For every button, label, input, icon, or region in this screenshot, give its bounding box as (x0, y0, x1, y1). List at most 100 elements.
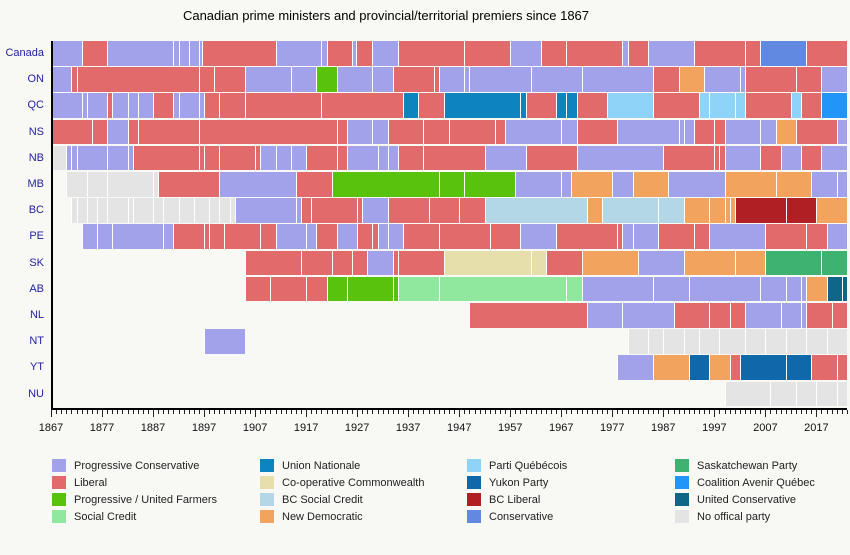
x-tick (500, 409, 502, 414)
segment-none (193, 198, 210, 223)
chart-row-pe: PE (0, 224, 847, 250)
x-tick (693, 409, 695, 414)
segment-none (209, 198, 220, 223)
x-tick (729, 409, 731, 414)
segment-lib (316, 224, 337, 250)
legend-swatch-con (467, 510, 481, 523)
x-tick (755, 409, 757, 414)
segment-lib (653, 93, 700, 118)
segment-pc (801, 303, 807, 328)
segment-pc (836, 172, 847, 197)
x-tick-label: 1887 (140, 421, 166, 434)
row-label: MB (27, 178, 45, 191)
x-tick (188, 409, 190, 414)
segment-yukon (739, 355, 786, 381)
segment-pc (275, 41, 322, 66)
x-tick (709, 409, 711, 414)
row-track (51, 381, 847, 407)
segment-lib (214, 67, 245, 92)
x-tick (244, 409, 246, 414)
x-tick (668, 409, 670, 414)
segment-lib (127, 119, 138, 145)
row-track (51, 67, 847, 92)
x-tick (321, 409, 323, 414)
x-tick-label: 1907 (242, 421, 268, 434)
legend-swatch-pq (467, 459, 481, 472)
x-tick (147, 409, 149, 414)
segment-lib (744, 93, 791, 118)
segment-pc (234, 198, 296, 223)
legend-swatch-none (675, 510, 689, 523)
segment-pc (367, 250, 393, 276)
legend-label: Progressive Conservative (74, 459, 200, 472)
segment-lib (617, 224, 623, 250)
x-tick (91, 409, 93, 414)
chart-row-nt: NT (0, 329, 847, 355)
segment-lib (729, 303, 745, 328)
x-tick (326, 409, 328, 414)
segment-lib (209, 224, 225, 250)
x-tick (795, 409, 797, 414)
row-track (51, 145, 847, 171)
x-tick (117, 409, 119, 414)
x-tick (449, 409, 450, 414)
segment-lib (198, 67, 215, 92)
segment-ndp (632, 172, 669, 197)
x-tick (617, 409, 619, 414)
segment-bclib (734, 198, 786, 223)
x-tick (459, 409, 461, 417)
legend-item-con: Conservative (467, 508, 567, 525)
legend-column: Saskatchewan Party Coalition Avenir Québe… (675, 457, 815, 525)
x-tick (673, 409, 675, 414)
y-axis (51, 41, 53, 409)
segment-none (765, 329, 786, 354)
segment-pc (744, 303, 781, 328)
segment-pc (295, 198, 302, 223)
x-tick (219, 409, 221, 414)
legend-swatch-socred (52, 510, 66, 523)
x-tick (153, 409, 155, 417)
segment-pc (275, 224, 307, 250)
segment-lib (801, 145, 822, 171)
segment-un (443, 93, 521, 118)
row-label: Canada (5, 47, 44, 59)
legend-label: United Conservative (697, 493, 797, 506)
segment-lib (719, 145, 725, 171)
x-tick (229, 409, 231, 414)
x-tick-label: 1997 (702, 421, 727, 434)
segment-lib (306, 276, 327, 302)
legend-item-ucp: United Conservative (675, 491, 815, 508)
segment-pc (352, 41, 356, 66)
x-tick (576, 409, 578, 414)
x-tick (255, 409, 257, 417)
x-tick (484, 409, 486, 414)
segment-pc (290, 145, 307, 171)
x-tick (71, 409, 73, 414)
legend-swatch-caq (675, 476, 689, 489)
x-tick-label: 1967 (549, 421, 574, 434)
x-tick (377, 409, 379, 414)
segment-pc (204, 329, 245, 354)
segment-pc (515, 172, 562, 197)
x-tick (607, 409, 609, 414)
x-tick (158, 409, 160, 414)
segment-pc (387, 145, 398, 171)
x-tick (515, 409, 517, 414)
segment-lib (714, 119, 725, 145)
segment-lib (387, 198, 429, 223)
x-tick (438, 409, 440, 414)
segment-lib (331, 250, 353, 276)
segment-pc (81, 224, 97, 250)
x-tick (372, 409, 374, 414)
x-tick (760, 409, 762, 414)
legend-item-ndp: New Democratic (260, 508, 424, 525)
x-tick (826, 409, 828, 414)
legend-item-none: No offical party (675, 508, 815, 525)
segment-lib (321, 93, 404, 118)
segment-lib (357, 198, 363, 223)
segment-lib (372, 224, 378, 250)
segment-lib (260, 224, 276, 250)
segment-pc (346, 119, 373, 145)
x-tick (847, 409, 848, 414)
